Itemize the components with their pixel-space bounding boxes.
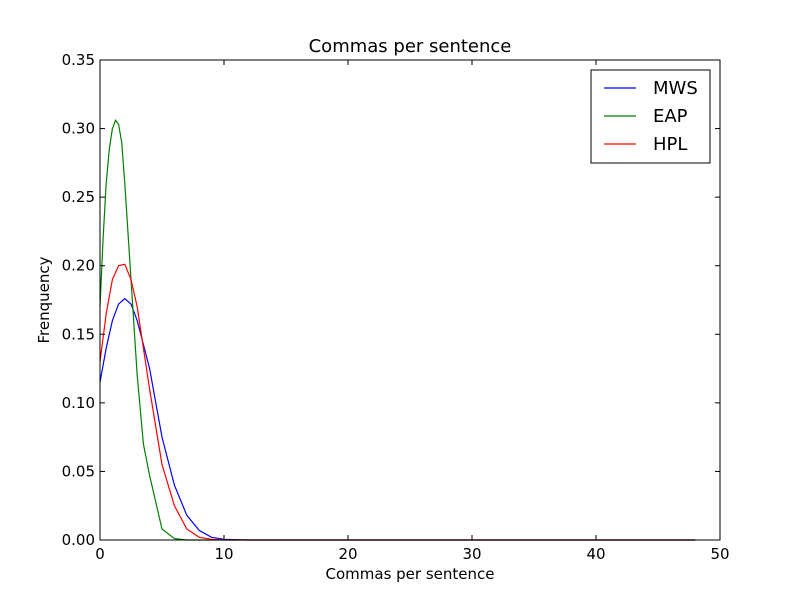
y-tick-label: 0.30 <box>62 120 95 138</box>
y-tick-label: 0.15 <box>62 325 95 343</box>
x-tick-label: 0 <box>95 545 105 563</box>
x-tick-label: 20 <box>338 545 357 563</box>
x-axis-label: Commas per sentence <box>326 565 495 583</box>
y-tick-label: 0.25 <box>62 188 95 206</box>
y-axis-label: Frenquency <box>35 256 53 343</box>
plot-lines <box>99 119 696 541</box>
legend-label-mws: MWS <box>653 78 698 99</box>
x-tick-label: 40 <box>586 545 605 563</box>
plot-frame <box>99 59 721 541</box>
series-line-hpl <box>99 263 696 541</box>
series-line-eap <box>99 119 696 541</box>
legend: MWS EAP HPL <box>590 69 711 164</box>
x-tick-label: 30 <box>462 545 481 563</box>
legend-label-hpl: HPL <box>653 134 687 155</box>
y-tick-label: 0.10 <box>62 394 95 412</box>
y-tick-label: 0.05 <box>62 462 95 480</box>
chart-title: Commas per sentence <box>309 36 512 57</box>
ticks: 0 10 20 30 40 50 0.00 0.05 0.10 0.15 0.20 0.25 0.30 0… <box>62 51 730 563</box>
x-tick-label: 10 <box>214 545 233 563</box>
y-tick-label: 0.35 <box>62 51 95 69</box>
y-tick-label: 0.20 <box>62 257 95 275</box>
series-line-mws <box>99 297 696 541</box>
x-tick-label: 50 <box>710 545 729 563</box>
legend-label-eap: EAP <box>653 106 688 127</box>
y-tick-label: 0.00 <box>62 531 95 549</box>
